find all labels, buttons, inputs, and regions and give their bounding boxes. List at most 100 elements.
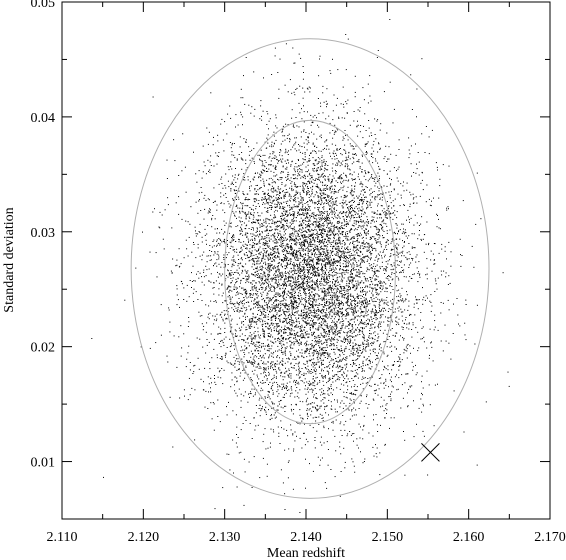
data-point [324,367,326,369]
data-point [357,315,359,317]
data-point [320,199,322,201]
data-point [249,248,251,250]
data-point [322,172,324,174]
data-point [332,170,334,172]
data-point [318,353,320,355]
data-point [254,338,256,340]
data-point [263,242,265,244]
data-point [194,389,196,391]
data-point [252,239,253,241]
data-point [277,276,279,278]
data-point [227,200,229,202]
data-point [322,235,324,237]
data-point [288,448,290,450]
data-point [312,315,314,317]
data-point [312,304,314,306]
data-point [312,215,314,217]
data-point [182,133,184,135]
data-point [345,309,346,311]
data-point [349,308,351,310]
data-point [304,305,306,307]
data-point [320,105,322,107]
data-point [368,178,370,180]
data-point [270,362,272,364]
data-point [385,384,387,386]
data-point [257,307,259,309]
data-point [246,329,248,330]
data-point [336,289,338,291]
data-point [328,148,330,150]
data-point [334,224,335,226]
data-point [290,324,291,326]
data-point [336,341,338,343]
data-point [261,286,263,288]
data-point [284,509,286,510]
data-point [313,271,315,273]
data-point [186,300,188,302]
data-point [308,289,310,290]
data-point [246,254,248,256]
data-point [321,308,323,310]
data-point [289,334,291,336]
data-point [369,290,371,292]
data-point [225,265,226,267]
data-point [318,217,320,219]
data-point [301,286,303,288]
data-point [235,262,237,263]
data-point [252,358,254,360]
data-point [284,320,285,322]
data-point [260,306,262,308]
data-point [390,242,392,244]
data-point [347,378,349,380]
data-point [321,289,323,291]
data-point [323,192,325,194]
data-point [232,235,233,237]
data-point [342,103,344,105]
data-point [212,144,214,146]
data-point [263,193,265,194]
data-point [311,318,313,320]
data-point [290,237,292,238]
data-point [268,391,270,392]
data-point [374,348,376,350]
data-point [285,210,287,212]
data-point [241,210,243,212]
data-point [232,303,234,305]
data-point [243,138,245,140]
data-point [300,217,302,219]
data-point [300,344,302,345]
data-point [319,255,321,257]
data-point [332,281,333,283]
data-point [403,276,405,278]
data-point [286,216,288,217]
data-point [318,365,320,367]
data-point [186,248,188,250]
data-point [330,245,332,247]
data-point [327,230,329,232]
data-point [384,367,386,368]
data-point [258,358,260,359]
data-point [334,240,336,242]
data-point [410,74,412,76]
data-point [297,274,299,276]
data-point [259,219,261,221]
data-point [366,216,368,218]
data-point [258,241,260,243]
data-point [246,348,248,350]
data-point [360,291,362,293]
data-point [233,249,235,251]
data-point [305,321,306,323]
data-point [326,255,328,257]
data-point [394,346,396,348]
data-point [293,448,295,450]
data-point [306,259,308,261]
data-point [254,201,256,203]
data-point [350,228,352,230]
data-point [307,418,308,420]
data-point [197,299,199,300]
data-point [321,254,323,256]
data-point [264,336,266,338]
data-point [328,329,330,331]
data-point [360,295,362,297]
data-point [232,184,234,185]
